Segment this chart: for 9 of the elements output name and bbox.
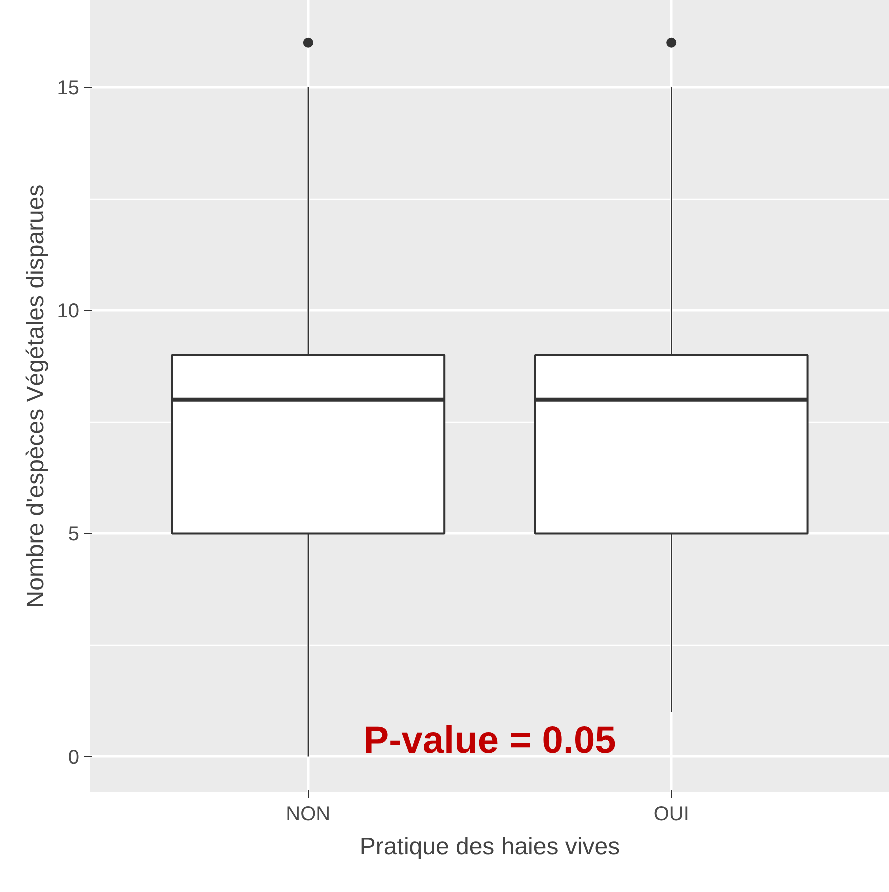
x-tick-label: NON [286,804,331,826]
x-tick-label: OUI [654,804,690,826]
y-tick-label: 5 [68,524,80,546]
x-axis-title: Pratique des haies vives [360,834,620,860]
y-tick-label: 0 [68,746,80,769]
y-tick-label: 15 [57,78,80,100]
annotation: P-value = 0.05 [364,720,616,762]
y-axis-title: Nombre d'espèces Végétales disparues [22,184,50,608]
y-tick-label: 10 [57,300,80,323]
